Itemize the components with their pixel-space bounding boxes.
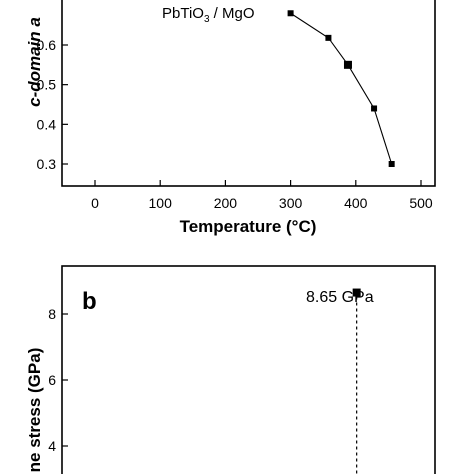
panel-a-y-tick-label-3: 0.6 xyxy=(37,37,57,53)
panel-a-y-tick-label-1: 0.4 xyxy=(37,116,57,132)
panel-a-y-axis-title: c-domain a xyxy=(25,17,44,107)
panel-b-annotation: 8.65 GPa xyxy=(306,289,374,306)
panel-a-x-tick-label-3: 300 xyxy=(279,195,303,211)
panel-a-series-line xyxy=(290,12,393,165)
panel-a-data-point-3 xyxy=(371,105,378,112)
panel-b-letter: b xyxy=(82,288,97,315)
panel-b: 4 6 8 b 8.65 GPa ne stress (GPa) xyxy=(25,265,436,474)
panel-a-x-tick-label-0: 0 xyxy=(91,195,99,211)
panel-a-y-tick-label-2: 0.5 xyxy=(37,77,57,93)
panel-a-y-ticks: 0.3 0.4 0.5 0.6 xyxy=(37,37,68,172)
panel-a-x-tick-label-5: 500 xyxy=(409,195,433,211)
panel-a-x-tick-label-1: 100 xyxy=(149,195,173,211)
panel-b-data-point-0 xyxy=(352,288,361,297)
panel-b-y-ticks: 4 6 8 xyxy=(48,306,68,454)
panel-a-x-ticks: 0 100 200 300 400 500 xyxy=(91,180,433,211)
panel-a-data-point-2 xyxy=(343,60,352,69)
panel-a-data-point-4 xyxy=(388,161,395,167)
panel-a-data-point-0 xyxy=(287,10,294,17)
panel-a-x-tick-label-4: 400 xyxy=(344,195,368,211)
panel-a-y-tick-label-0: 0.3 xyxy=(37,156,57,172)
panel-a-frame xyxy=(61,0,436,187)
panel-a-annotation: PbTiO3 / MgO xyxy=(162,5,255,25)
panel-b-y-tick-label-2: 8 xyxy=(48,306,56,322)
panel-a: 0.3 0.4 0.5 0.6 0 100 200 300 400 500 PbTiO3 / M… xyxy=(25,0,436,236)
panel-b-y-tick-label-0: 4 xyxy=(48,438,56,454)
panel-b-y-tick-label-1: 6 xyxy=(48,372,56,388)
panel-b-frame xyxy=(61,265,436,474)
panel-a-markers xyxy=(287,10,395,167)
panel-b-markers xyxy=(352,288,361,297)
panel-a-data-point-1 xyxy=(325,34,332,41)
panel-a-x-tick-label-2: 200 xyxy=(214,195,238,211)
panel-a-x-axis-title: Temperature (°C) xyxy=(180,217,317,236)
panel-b-y-axis-title: ne stress (GPa) xyxy=(25,348,44,473)
